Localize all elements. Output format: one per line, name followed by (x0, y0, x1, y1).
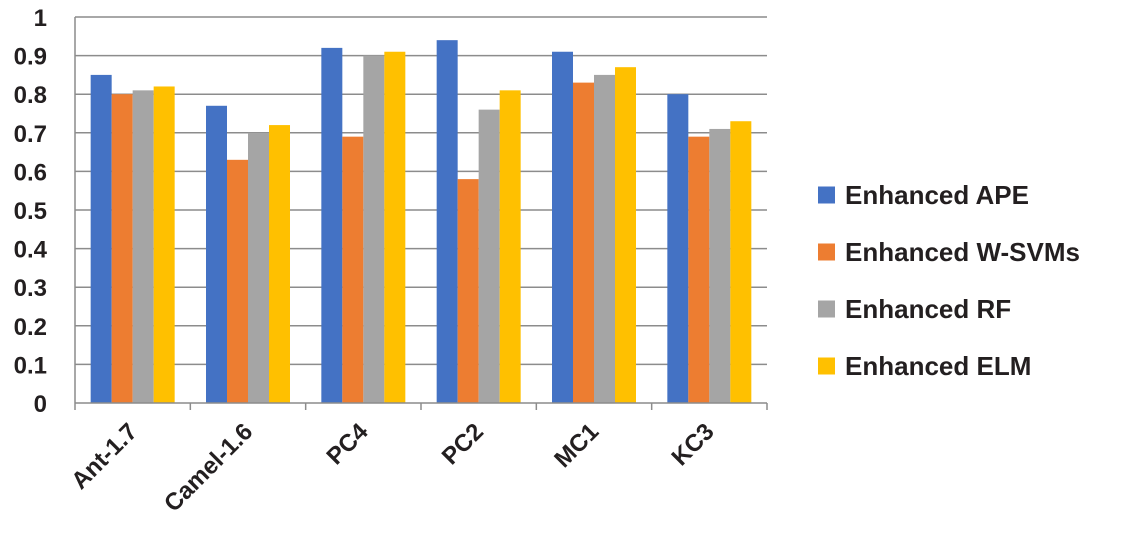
y-tick-label: 0.3 (14, 275, 47, 302)
y-tick-label: 1 (34, 5, 47, 32)
x-tick-label: KC3 (667, 418, 720, 471)
y-tick-label: 0.4 (14, 237, 48, 264)
y-tick-label: 0.2 (14, 314, 47, 341)
x-tick-label: Ant-1.7 (66, 418, 143, 495)
x-tick-label: MC1 (549, 418, 604, 473)
legend-label: Enhanced ELM (845, 351, 1031, 381)
gridlines (75, 16, 767, 366)
y-tick-label: 0 (34, 391, 47, 418)
legend-swatch (818, 357, 835, 375)
y-tick-label: 0.5 (14, 198, 47, 225)
bar (709, 128, 731, 403)
bar (594, 74, 615, 404)
x-tick-labels: Ant-1.7 Camel-1.6 PC4 PC2 MC1 KC3 (66, 418, 719, 518)
legend-label: Enhanced APE (845, 180, 1029, 210)
legend: Enhanced APE Enhanced W-SVMs Enhanced RF En… (818, 180, 1080, 381)
bar (269, 125, 290, 403)
y-tick-label: 0.6 (14, 159, 47, 186)
bar (688, 136, 710, 403)
bar (111, 94, 133, 403)
bar (615, 67, 636, 404)
bar (457, 179, 479, 403)
bar (730, 121, 752, 403)
bar (478, 109, 500, 403)
bar (667, 94, 689, 403)
legend-label: Enhanced W-SVMs (845, 237, 1080, 267)
bar (363, 55, 385, 403)
legend-swatch (818, 300, 835, 318)
x-tick-label: PC2 (437, 418, 489, 470)
bar (132, 90, 154, 403)
legend-swatch (818, 186, 835, 204)
bar (573, 82, 594, 404)
y-tick-labels: 0 0.1 0.2 0.3 0.4 0.5 0.6 0.7 0.8 0.9 1 (14, 5, 48, 418)
y-tick-label: 0.9 (14, 44, 47, 71)
bar (499, 90, 521, 403)
bar (90, 74, 112, 404)
bar (206, 105, 227, 403)
x-tick-label: Camel-1.6 (159, 418, 258, 517)
bar (552, 51, 573, 404)
bar (384, 51, 406, 404)
y-tick-label: 0.8 (14, 82, 47, 109)
bar (248, 132, 269, 404)
y-tick-label: 0.1 (14, 352, 47, 379)
bar (227, 159, 248, 403)
legend-swatch (818, 243, 835, 261)
x-tick-label: PC4 (321, 418, 374, 471)
bar (342, 136, 364, 403)
axes (74, 17, 768, 410)
legend-label: Enhanced RF (845, 294, 1011, 324)
bar (153, 86, 175, 403)
bars (90, 40, 752, 404)
y-tick-label: 0.7 (14, 121, 47, 148)
bar (321, 47, 343, 403)
bar (436, 40, 458, 403)
